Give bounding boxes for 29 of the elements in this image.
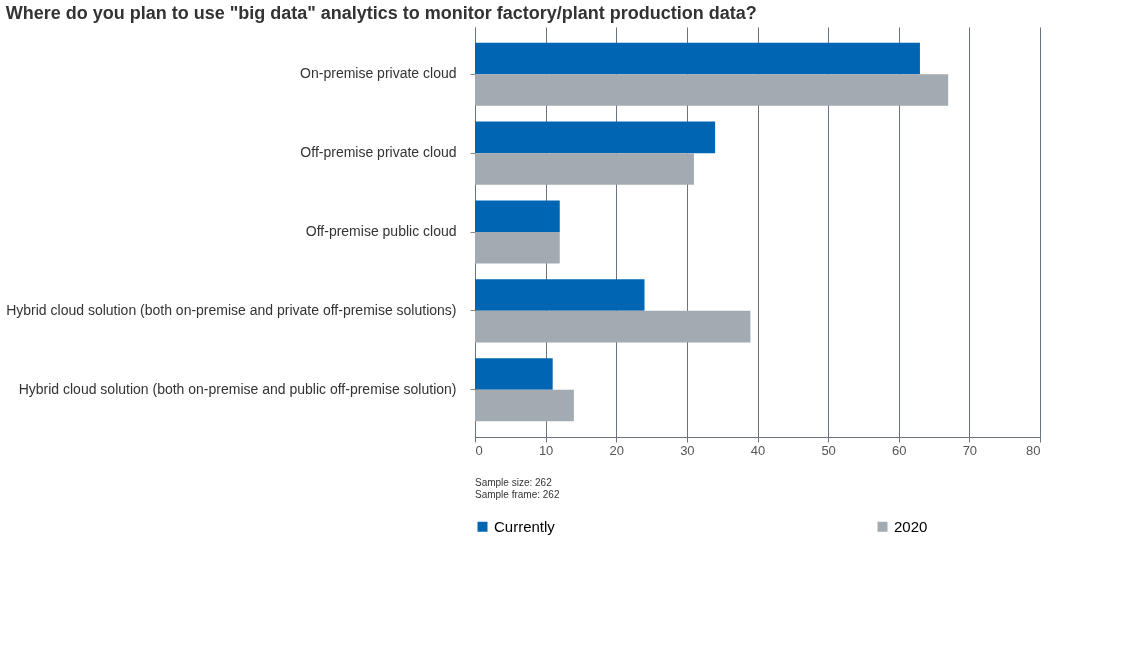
- bar: [475, 121, 716, 154]
- bar: [475, 232, 560, 264]
- x-tick-label: 20: [609, 442, 624, 458]
- bar: [475, 389, 574, 422]
- x-tick-label: 30: [680, 442, 695, 458]
- x-tick-label: 60: [892, 442, 907, 458]
- bar: [475, 74, 949, 106]
- x-tick-label: 70: [962, 442, 978, 458]
- x-tick-label: 80: [1026, 442, 1041, 458]
- legend-label: 2020: [894, 517, 928, 535]
- bar: [475, 279, 645, 311]
- y-tick-label: On-premise private cloud: [300, 65, 457, 82]
- legend-label: Currently: [494, 517, 556, 535]
- text: Sample size: 262: [475, 477, 553, 488]
- bar: [475, 200, 560, 232]
- x-tick-label: 40: [750, 442, 766, 458]
- bar: [475, 42, 920, 75]
- y-tick-label: Off-premise private cloud: [300, 144, 457, 161]
- bar: [475, 310, 751, 343]
- x-tick-label: 10: [538, 442, 554, 458]
- y-tick-label: Off-premise public cloud: [305, 223, 457, 239]
- text: Sample frame: 262: [475, 489, 560, 500]
- y-tick-label: Hybrid cloud solution (both on-premise and private off-premise solutions): [6, 301, 457, 318]
- bar: [475, 358, 553, 390]
- y-tick-label: Hybrid cloud solution (both on-premise and public off-premise solution): [18, 380, 457, 397]
- bar: [475, 153, 694, 185]
- chart-title: Where do you plan to use "big data" analytics to monitor factory/plant production data?: [5, 3, 757, 23]
- x-tick-label: 50: [821, 442, 836, 458]
- x-tick-label: 0: [475, 442, 483, 458]
